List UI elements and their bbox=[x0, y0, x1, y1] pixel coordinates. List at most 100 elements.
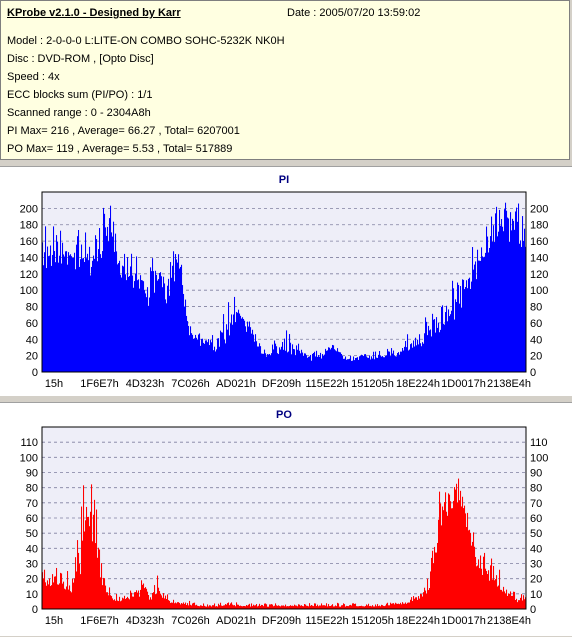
po-bar bbox=[308, 606, 310, 609]
pi-bar bbox=[443, 323, 445, 372]
po-bar bbox=[389, 605, 391, 609]
pi-bar bbox=[446, 305, 448, 372]
pi-bar bbox=[207, 342, 209, 372]
pi-bar bbox=[321, 358, 323, 372]
pi-bar bbox=[317, 356, 319, 372]
pi-bar bbox=[144, 290, 146, 372]
pi-bar bbox=[197, 339, 199, 372]
pi-x-tick: 151205h bbox=[351, 378, 394, 390]
pi-bar bbox=[476, 279, 478, 372]
po-x-tick: 115E22h bbox=[305, 615, 348, 627]
po-bar bbox=[143, 583, 145, 609]
po-bar bbox=[170, 602, 172, 609]
pi-x-tick: 1F6E7h bbox=[80, 378, 119, 390]
pi-bar bbox=[313, 352, 315, 372]
po-bar bbox=[67, 571, 69, 609]
po-bar bbox=[111, 596, 113, 609]
pi-bar bbox=[514, 229, 516, 372]
po-bar bbox=[222, 605, 224, 609]
pi-bar bbox=[487, 236, 489, 372]
po-y-tick-right: 70 bbox=[530, 498, 542, 510]
pi-bar bbox=[269, 353, 271, 372]
po-bar bbox=[364, 606, 366, 609]
pi-bar bbox=[225, 343, 227, 372]
po-bar bbox=[524, 599, 526, 609]
po-bar bbox=[179, 602, 181, 609]
po-bar bbox=[357, 606, 359, 609]
po-bar bbox=[307, 605, 309, 609]
po-bar bbox=[101, 563, 103, 609]
pi-bar bbox=[400, 351, 402, 372]
po-bar bbox=[238, 604, 240, 609]
po-bar bbox=[324, 605, 326, 609]
pi-bar bbox=[445, 312, 447, 372]
pi-bar bbox=[385, 355, 387, 372]
pi-bar bbox=[471, 281, 473, 372]
po-bar bbox=[257, 606, 259, 609]
po-bar bbox=[288, 606, 290, 609]
pi-bar bbox=[239, 313, 241, 372]
pi-bar bbox=[286, 330, 288, 372]
pi-bar bbox=[104, 213, 106, 372]
po-bar bbox=[236, 602, 238, 609]
pi-x-tick: DF209h bbox=[262, 378, 301, 390]
po-bar bbox=[127, 596, 129, 609]
po-bar bbox=[351, 605, 353, 609]
po-bar bbox=[353, 603, 355, 609]
pi-bar bbox=[204, 343, 206, 372]
pi-bar bbox=[61, 263, 63, 372]
po-bar bbox=[464, 505, 466, 609]
pi-bar bbox=[310, 354, 312, 372]
pi-y-tick-right: 40 bbox=[530, 334, 542, 346]
pi-bar bbox=[200, 345, 202, 372]
po-bar bbox=[59, 583, 61, 609]
pi-bar bbox=[303, 355, 305, 372]
pi-bar bbox=[475, 261, 477, 372]
po-bar bbox=[499, 569, 501, 609]
pi-y-tick-left: 160 bbox=[20, 236, 38, 248]
pi-bar bbox=[83, 257, 85, 372]
pi-bar bbox=[266, 356, 268, 372]
po-x-tick: 1D0017h bbox=[441, 615, 486, 627]
po-bar bbox=[148, 595, 150, 609]
po-bar bbox=[448, 493, 450, 609]
po-bar bbox=[44, 569, 46, 609]
pi-bar bbox=[254, 341, 256, 372]
pi-x-tick: 115E22h bbox=[305, 378, 348, 390]
po-bar bbox=[400, 602, 402, 609]
pi-bar bbox=[211, 342, 213, 372]
pi-bar bbox=[80, 259, 82, 372]
po-bar bbox=[435, 552, 437, 609]
pi-bar bbox=[459, 303, 461, 372]
pi-y-tick-right: 200 bbox=[530, 203, 548, 215]
pi-bar bbox=[89, 246, 91, 372]
po-x-tick: 1F6E7h bbox=[80, 615, 119, 627]
po-bar bbox=[234, 605, 236, 609]
po-bar bbox=[73, 582, 75, 609]
po-bar bbox=[189, 600, 191, 609]
pi-bar bbox=[72, 257, 74, 372]
po-bar bbox=[519, 600, 521, 609]
pi-bar bbox=[353, 356, 355, 372]
pi-bar bbox=[98, 249, 100, 372]
pi-bar bbox=[507, 217, 509, 372]
pi-bar bbox=[338, 351, 340, 372]
po-y-tick-left: 90 bbox=[26, 468, 38, 480]
po-bar bbox=[139, 596, 141, 609]
po-bar bbox=[169, 600, 171, 609]
pi-bar bbox=[520, 240, 522, 372]
pi-bar bbox=[140, 275, 142, 372]
po-bar bbox=[154, 585, 156, 609]
pi-bar bbox=[466, 280, 468, 372]
pi-bar bbox=[246, 331, 248, 372]
pi-bar bbox=[505, 202, 507, 372]
po-x-tick: 151205h bbox=[351, 615, 394, 627]
po-bar bbox=[272, 604, 274, 609]
po-bar bbox=[414, 598, 416, 609]
pi-bar bbox=[332, 344, 334, 372]
pi-bar bbox=[342, 355, 344, 372]
po-bar bbox=[229, 605, 231, 609]
po-bar bbox=[275, 603, 277, 609]
pi-bar bbox=[367, 357, 369, 372]
pi-bar bbox=[516, 207, 518, 372]
